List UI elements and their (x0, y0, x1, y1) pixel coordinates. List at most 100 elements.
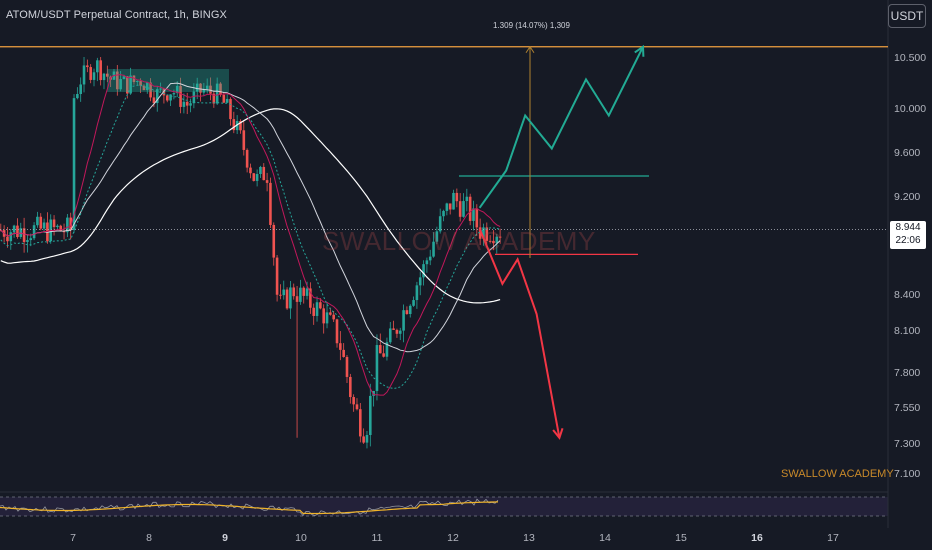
candle-body (116, 71, 119, 90)
candle-body (305, 288, 309, 296)
candle-body (322, 308, 325, 324)
candle (149, 78, 152, 102)
candle-body (232, 119, 236, 131)
candle (269, 177, 272, 229)
candle (79, 77, 82, 102)
candle-body (415, 285, 419, 301)
candle-body (6, 236, 9, 242)
candle-body (205, 85, 209, 89)
candle (472, 200, 475, 231)
rsi-line[interactable] (0, 498, 499, 517)
candle-body (372, 390, 375, 396)
candle (432, 232, 435, 258)
currency-button[interactable]: USDT (888, 4, 926, 28)
candle-body (82, 65, 86, 85)
y-tick-label: 8.400 (894, 289, 921, 301)
watermark: SWALLOW ACADEMY (322, 226, 596, 256)
ma-mid-line[interactable] (0, 82, 501, 353)
x-tick-label: 10 (295, 532, 307, 544)
candle-body (62, 231, 66, 233)
candle-body (22, 228, 26, 242)
current-price-value: 8.944 (895, 222, 921, 233)
candle-body (9, 232, 13, 242)
accumulation-box[interactable] (107, 69, 229, 92)
candle (382, 345, 385, 358)
candle (362, 428, 365, 444)
bullish-projection[interactable] (478, 46, 644, 209)
ma-fast-line[interactable] (0, 74, 501, 396)
candle (289, 280, 292, 319)
candle-body (52, 219, 56, 228)
candle (66, 214, 69, 238)
candle (9, 229, 13, 250)
candle-body (56, 225, 59, 228)
candle (345, 354, 349, 384)
candle-body (448, 203, 452, 210)
x-tick-label: 13 (523, 532, 535, 544)
candle (99, 57, 102, 86)
candle (475, 204, 479, 237)
candle (32, 222, 36, 241)
x-tick-label: 16 (751, 532, 763, 544)
candle (319, 298, 322, 310)
candle (418, 271, 422, 296)
candle (129, 67, 132, 95)
bearish-projection[interactable] (478, 228, 561, 438)
candle (46, 212, 49, 244)
candle (89, 64, 92, 84)
candle-body (132, 75, 136, 83)
candle (402, 304, 405, 343)
candle-body (26, 240, 29, 242)
rsi-band (0, 497, 888, 516)
candle-body (59, 225, 63, 232)
candle (408, 304, 412, 318)
candle-body (475, 208, 479, 228)
candle-body (139, 81, 142, 86)
candle (368, 383, 372, 447)
candle-body (106, 73, 109, 77)
candle (335, 318, 339, 348)
candle (36, 211, 39, 228)
candle-body (99, 60, 102, 81)
x-tick-label: 17 (827, 532, 839, 544)
candle-body (135, 81, 139, 83)
candle-body (252, 173, 256, 181)
candle-body (145, 82, 149, 91)
candle-body (269, 182, 272, 225)
candle (468, 193, 472, 226)
candle (309, 282, 312, 314)
candle-body (365, 435, 369, 443)
x-tick-label: 9 (222, 532, 228, 544)
candle-body (375, 345, 379, 391)
candle (349, 373, 352, 404)
candle-body (79, 84, 82, 94)
x-tick-label: 14 (599, 532, 611, 544)
candle-body (179, 85, 182, 107)
candle (155, 86, 159, 112)
candle-body (92, 72, 96, 80)
candle (445, 202, 449, 216)
candles-layer (0, 56, 502, 449)
candle (165, 94, 169, 103)
candle (42, 218, 46, 233)
ma-slow-line[interactable] (0, 108, 501, 304)
candle-body (355, 404, 359, 410)
candle-body (86, 65, 89, 68)
candle-body (295, 296, 299, 302)
candle-body (485, 227, 489, 241)
rsi-ma-line[interactable] (0, 501, 499, 515)
candle-body (352, 397, 355, 405)
candle-body (265, 180, 269, 183)
candle-body (175, 85, 179, 94)
candle-body (185, 101, 189, 106)
candle-body (368, 395, 372, 436)
ema-dotted-line[interactable] (0, 84, 501, 390)
candle (488, 235, 492, 244)
candle (425, 257, 429, 273)
candle-body (195, 83, 199, 92)
candle (142, 84, 146, 91)
candle-body (262, 166, 266, 181)
candle (462, 193, 465, 218)
candle (229, 97, 232, 126)
